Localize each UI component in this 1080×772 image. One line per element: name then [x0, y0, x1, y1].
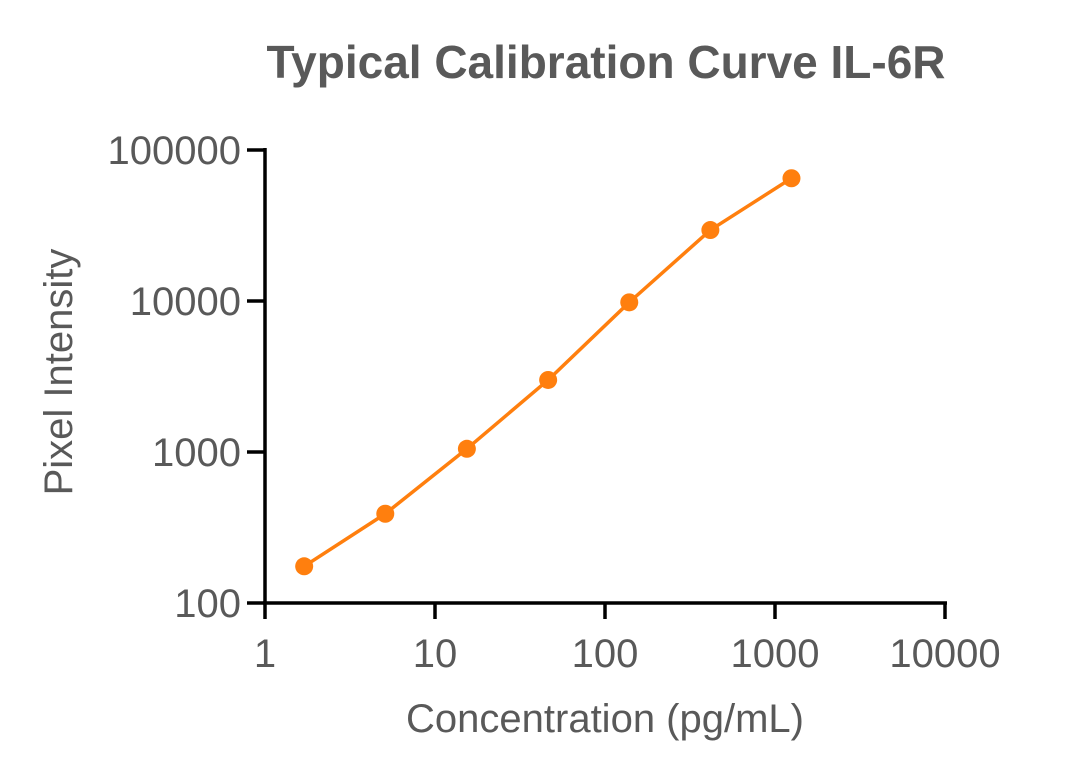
y-axis-label: Pixel Intensity — [37, 249, 81, 496]
data-point — [782, 169, 801, 188]
data-point — [295, 557, 314, 576]
y-tick-label: 10000 — [130, 280, 241, 324]
y-tick-label: 1000 — [152, 431, 241, 475]
data-point — [376, 504, 395, 523]
x-tick-label: 1 — [254, 632, 276, 676]
y-ticks: 100 1000 10000 100000 — [108, 129, 265, 626]
series-group — [295, 169, 801, 576]
x-tick-label: 100 — [572, 632, 639, 676]
chart-title: Typical Calibration Curve IL-6R — [266, 36, 945, 88]
y-tick-label: 100000 — [108, 129, 241, 173]
data-point — [701, 221, 720, 240]
data-point — [539, 370, 558, 389]
data-point — [620, 293, 639, 312]
x-tick-label: 10 — [413, 632, 458, 676]
x-ticks: 1 10 100 1000 10000 — [254, 603, 1001, 676]
axes — [263, 148, 947, 605]
data-point — [457, 439, 476, 458]
x-tick-label: 1000 — [731, 632, 820, 676]
x-axis-label: Concentration (pg/mL) — [406, 697, 804, 741]
y-tick-label: 100 — [174, 582, 241, 626]
x-tick-label: 10000 — [889, 632, 1000, 676]
